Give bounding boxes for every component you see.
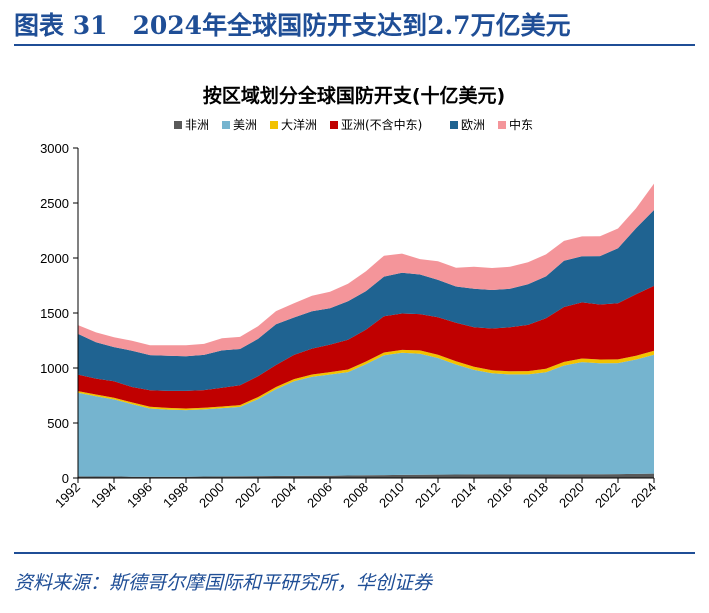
x-tick-label: 2020 xyxy=(556,480,587,511)
figure-title: 图表 31 2024年全球国防开支达到2.7万亿美元 xyxy=(14,11,571,40)
source-rule xyxy=(14,552,695,554)
legend-swatch-3 xyxy=(330,121,338,129)
source-note: 资料来源：斯德哥尔摩国际和平研究所，华创证券 xyxy=(14,572,433,594)
x-tick-label: 2014 xyxy=(448,480,479,511)
title-rule xyxy=(14,44,695,46)
chart-title: 按区域划分全球国防开支(十亿美元) xyxy=(203,84,505,107)
area-series-5 xyxy=(78,183,654,357)
area-series-2 xyxy=(78,349,654,411)
y-tick-label: 2500 xyxy=(40,196,69,211)
legend-label-0: 非洲 xyxy=(185,118,209,132)
legend-swatch-0 xyxy=(174,121,182,129)
legend-swatch-4 xyxy=(450,121,458,129)
stacked-area-chart: 按区域划分全球国防开支(十亿美元) 非洲 美洲 大洋洲 亚洲(不含中东) 欧洲 中东 0 5… xyxy=(40,84,659,511)
x-tick-label: 2016 xyxy=(484,480,515,511)
x-tick-label: 1996 xyxy=(124,480,155,511)
legend: 非洲 美洲 大洋洲 亚洲(不含中东) 欧洲 中东 xyxy=(174,117,533,132)
y-tick-label: 3000 xyxy=(40,141,69,156)
legend-label-3: 亚洲(不含中东) xyxy=(341,117,422,132)
y-tick-label: 500 xyxy=(47,416,69,431)
x-tick-label: 2006 xyxy=(304,480,335,511)
legend-label-4: 欧洲 xyxy=(461,118,485,132)
area-series-3 xyxy=(78,285,654,409)
y-tick-label: 1500 xyxy=(40,306,69,321)
y-tick-label: 0 xyxy=(62,471,69,486)
legend-label-2: 大洋洲 xyxy=(281,117,317,132)
x-tick-label: 2004 xyxy=(268,480,299,511)
x-tick-label: 2000 xyxy=(196,480,227,511)
x-tick-label: 1994 xyxy=(88,480,119,511)
x-tick-label: 1998 xyxy=(160,480,191,511)
legend-swatch-1 xyxy=(222,121,230,129)
x-tick-label: 2008 xyxy=(340,480,371,511)
area-series-1 xyxy=(78,352,654,477)
x-tick-label: 2012 xyxy=(412,480,443,511)
y-tick-label: 2000 xyxy=(40,251,69,266)
area-series-0 xyxy=(78,473,654,478)
x-tick-label: 2022 xyxy=(592,480,623,511)
legend-label-5: 中东 xyxy=(509,117,533,132)
x-tick-label: 1992 xyxy=(52,480,83,511)
x-tick-label: 2024 xyxy=(628,480,659,511)
plot-areas xyxy=(78,183,654,478)
legend-label-1: 美洲 xyxy=(233,118,257,132)
y-tick-label: 1000 xyxy=(40,361,69,376)
x-tick-label: 2002 xyxy=(232,480,263,511)
legend-swatch-2 xyxy=(270,121,278,129)
x-tick-label: 2018 xyxy=(520,480,551,511)
legend-swatch-5 xyxy=(498,121,506,129)
x-tick-label: 2010 xyxy=(376,480,407,511)
area-series-4 xyxy=(78,210,654,391)
